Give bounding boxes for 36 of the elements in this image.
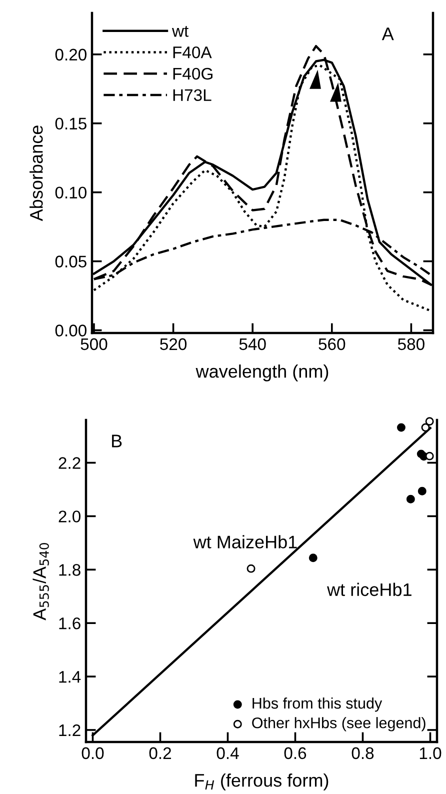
x-tick-label: 520	[160, 338, 187, 350]
y-tick-label: 1.8	[59, 564, 80, 576]
y-tick-label: 0.15	[55, 118, 86, 130]
x-tick-label: 0.4	[216, 747, 239, 760]
y-tick-label: 0.00	[55, 324, 86, 336]
y-tick-label: 1.4	[59, 671, 81, 683]
x-tick-label: 500	[80, 338, 108, 350]
annotation: wt MaizeHb1	[193, 535, 297, 548]
x-axis-title: wavelength (nm)	[196, 364, 328, 382]
legend-label: F40G	[173, 68, 212, 80]
x-tick-label: 560	[318, 338, 346, 350]
y-tick-label: 0.10	[55, 186, 86, 199]
annotation: wt riceHb1	[327, 582, 412, 596]
x-tick-label: 0.6	[284, 747, 306, 760]
legend-label: Hbs from this study	[252, 697, 382, 712]
y-axis-title: Absorbance	[30, 126, 43, 222]
legend-label: F40A	[173, 46, 212, 58]
legend-label: Other hxHbs (see legend)	[252, 717, 426, 732]
annotation: A	[382, 28, 394, 40]
annotation: B	[112, 434, 122, 448]
legend-label: wt	[172, 26, 189, 37]
legend-label: H73L	[173, 89, 212, 102]
y-tick-label: 1.2	[59, 724, 80, 736]
y-axis-title: A$_{555}$/A$_{540}$	[32, 543, 49, 620]
y-tick-label: 2.2	[58, 457, 80, 469]
x-axis-title: F$_{H}$ (ferrous form)	[195, 774, 328, 790]
y-tick-label: 0.20	[55, 48, 86, 61]
y-tick-label: 2.0	[58, 510, 80, 522]
x-tick-label: 0.8	[352, 747, 374, 760]
y-tick-label: 0.05	[55, 256, 86, 268]
x-tick-label: 580	[398, 338, 424, 350]
x-tick-label: 0.2	[149, 747, 171, 760]
x-tick-label: 0.0	[82, 747, 104, 760]
x-tick-label: 540	[239, 338, 266, 350]
x-tick-label: 1.0	[420, 747, 442, 760]
y-tick-label: 1.6	[59, 617, 80, 630]
